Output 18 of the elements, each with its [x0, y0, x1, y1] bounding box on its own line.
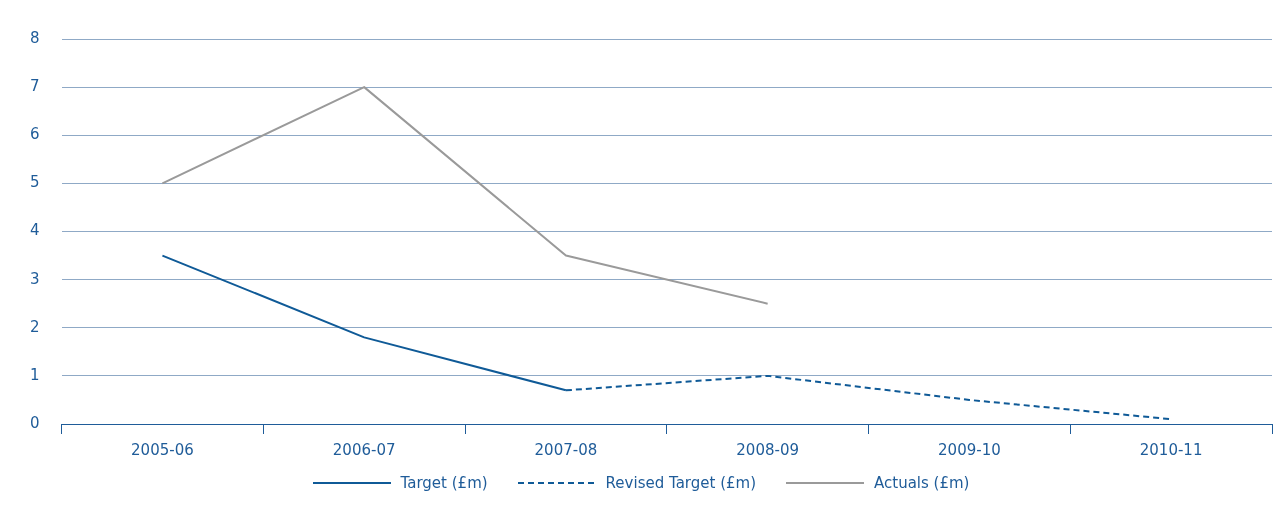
y-tick-label: 6	[30, 125, 40, 144]
legend-label: Revised Target (£m)	[605, 474, 756, 492]
y-tick-label: 2	[30, 317, 40, 336]
y-tick-label: 5	[30, 173, 40, 192]
y-tick-label: 3	[30, 269, 40, 288]
x-tick-label: 2009-10	[938, 440, 1001, 459]
x-tick-label: 2006-07	[332, 440, 396, 459]
y-tick-label: 8	[30, 28, 40, 47]
x-tick-label: 2008-09	[736, 440, 799, 459]
x-tick-label: 2007-08	[534, 440, 598, 459]
legend-label: Actuals (£m)	[874, 474, 970, 492]
legend-label: Target (£m)	[400, 474, 488, 492]
y-tick-label: 4	[30, 221, 40, 240]
x-tick-label: 2005-06	[131, 440, 194, 459]
y-tick-label: 0	[30, 413, 40, 432]
y-tick-label: 1	[30, 365, 40, 384]
y-tick-label: 7	[30, 77, 40, 96]
x-tick-label: 2010-11	[1139, 440, 1203, 459]
